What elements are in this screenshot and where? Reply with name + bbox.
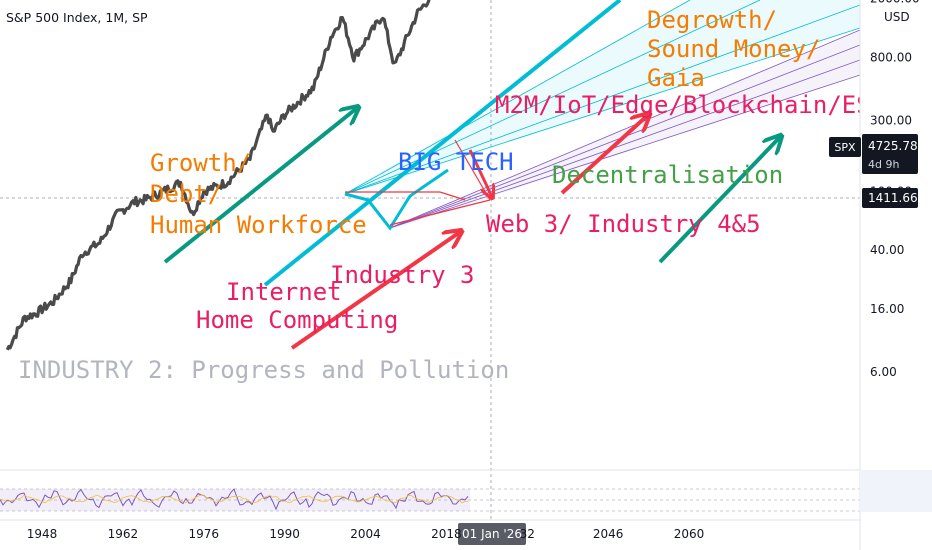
svg-text:01 Jan '26: 01 Jan '26 (462, 527, 522, 541)
crosshair (0, 0, 860, 520)
rsi-panel[interactable] (0, 469, 860, 512)
plot-background (0, 0, 860, 470)
arrow-bigtech-down[interactable] (468, 149, 492, 197)
label-industry2: INDUSTRY 2: Progress and Pollution (18, 356, 509, 384)
label-industry3: Industry 3 (330, 261, 475, 289)
price-tick-label: 16.00 (870, 302, 904, 316)
price-scale[interactable]: USD 140000.0040000.0016000.006000.002000… (829, 0, 932, 550)
label-internet-1: Internet (226, 278, 342, 306)
fib-fan-cyan[interactable] (263, 0, 860, 287)
time-tick-label: 2060 (674, 527, 705, 541)
arrow-web3[interactable] (560, 115, 648, 195)
label-m2m: M2M/IoT/Edge/Blockchain/ESG (495, 91, 885, 119)
label-degrowth-1: Degrowth/ (647, 6, 777, 34)
time-tick-label: 1990 (269, 527, 300, 541)
last-price-marker[interactable]: SPX 4725.78 4d 9h (829, 134, 918, 174)
time-scale[interactable]: 1948 1962 1976 1990 2004 2018 32 2046 2060 01 Ja… (0, 519, 860, 545)
arrow-degrowth[interactable] (658, 137, 780, 264)
pattern-outline[interactable] (344, 168, 449, 231)
crosshair-price-label: 1411.66 (862, 188, 918, 208)
currency-label: USD (884, 10, 910, 24)
time-tick-label: 2004 (350, 527, 381, 541)
label-growth-3: Human Workforce (150, 211, 367, 239)
time-tick-label: 1962 (108, 527, 139, 541)
time-tick-label: 2018 (431, 527, 462, 541)
price-tick-label: 300.00 (870, 114, 912, 128)
label-degrowth-2: Sound Money/ (647, 35, 820, 63)
chart-title: S&P 500 Index, 1M, SP (6, 10, 148, 25)
label-web3: Web 3/ Industry 4&5 (486, 210, 761, 238)
time-tick-label: 1976 (189, 527, 220, 541)
last-price-countdown: 4d 9h (868, 158, 899, 171)
price-tick-label: 2000.00 (870, 0, 920, 6)
label-internet-2: Home Computing (196, 306, 398, 334)
price-tick-label: 6.00 (870, 365, 897, 379)
last-price-symbol: SPX (834, 141, 856, 154)
price-series-line[interactable] (5, 0, 469, 351)
arrow-growth[interactable] (163, 108, 357, 264)
crosshair-date-label: 01 Jan '26 (458, 523, 526, 545)
last-price-value: 4725.78 (868, 139, 918, 153)
price-tick-label: 40.00 (870, 243, 904, 257)
time-tick-label: 2046 (593, 527, 624, 541)
arrow-industry3[interactable] (290, 232, 460, 350)
rsi-ma-line (0, 494, 469, 504)
label-growth-2: Debt/ (150, 180, 222, 208)
label-growth-1: Growth/ (150, 149, 251, 177)
label-decentralisation: Decentralisation (552, 161, 783, 189)
price-tick-label: 800.00 (870, 51, 912, 65)
svg-text:1411.66: 1411.66 (868, 191, 918, 205)
label-bigtech: BIG TECH (398, 148, 514, 176)
time-tick-label: 1948 (27, 527, 58, 541)
label-degrowth-3: Gaia (647, 64, 705, 92)
